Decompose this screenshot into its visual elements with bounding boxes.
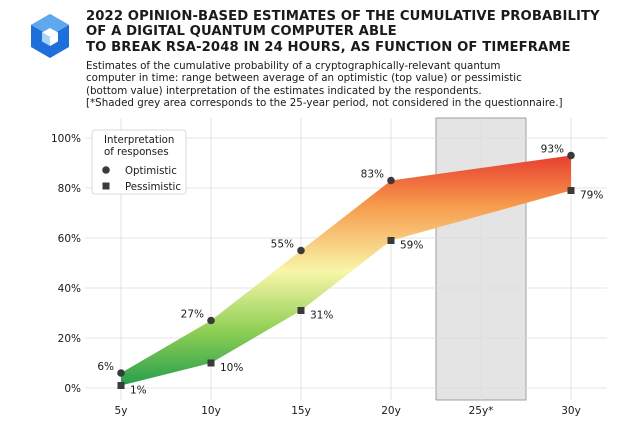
legend-pessimistic-marker: [102, 182, 110, 190]
title-line: 2022 OPINION-BASED ESTIMATES OF THE CUMU…: [86, 9, 600, 24]
optimistic-point: [207, 316, 215, 325]
pessimistic-value-label: 59%: [400, 240, 423, 252]
chart-subtitle: Estimates of the cumulative probability …: [86, 60, 631, 110]
subtitle-line: Estimates of the cumulative probability …: [86, 60, 501, 72]
optimistic-point: [567, 151, 575, 160]
pessimistic-point: [387, 237, 395, 244]
y-tick-label: 20%: [58, 333, 81, 345]
legend-optimistic-marker: [102, 166, 110, 174]
pessimistic-point: [117, 382, 125, 389]
subtitle-line: computer in time: range between average …: [86, 72, 522, 85]
y-tick-label: 60%: [58, 233, 81, 245]
optimistic-value-label: 93%: [541, 144, 564, 156]
x-tick-label: 30y: [561, 405, 581, 417]
chart-title: 2022 OPINION-BASED ESTIMATES OF THE CUMU…: [86, 9, 631, 55]
x-tick-label: 25y*: [469, 405, 494, 417]
y-tick-label: 40%: [58, 283, 81, 295]
subtitle-line: [*Shaded grey area corresponds to the 25…: [86, 97, 563, 110]
x-tick-label: 10y: [201, 405, 221, 417]
pessimistic-point: [207, 359, 215, 367]
y-tick-label: 0%: [64, 383, 81, 395]
title-line: TO BREAK RSA-2048 IN 24 HOURS, AS FUNCTI…: [86, 39, 571, 55]
pessimistic-value-label: 31%: [310, 310, 333, 322]
y-tick-label: 80%: [58, 183, 81, 195]
x-tick-label: 20y: [381, 405, 401, 417]
x-axis: 5y 10y 15y 20y 25y* 30y: [115, 405, 581, 417]
pessimistic-point: [567, 187, 575, 194]
x-tick-label: 15y: [291, 405, 311, 417]
legend-title: of responses: [104, 147, 169, 158]
optimistic-point: [387, 176, 395, 185]
legend-title: Interpretation: [104, 135, 174, 146]
optimistic-point: [297, 246, 305, 255]
pessimistic-value-label: 79%: [580, 190, 603, 202]
optimistic-value-label: 6%: [97, 361, 114, 373]
probability-range-band: [121, 155, 571, 386]
data-markers: [117, 151, 575, 389]
title-line: OF A DIGITAL QUANTUM COMPUTER ABLE: [86, 24, 397, 40]
hexagon-cube-logo-icon: [31, 14, 69, 58]
optimistic-value-label: 27%: [181, 309, 204, 321]
legend: Interpretation of responses Optimistic P…: [91, 129, 187, 195]
legend-pessimistic-label: Pessimistic: [125, 182, 181, 193]
optimistic-value-label: 83%: [361, 169, 384, 181]
subtitle-line: (bottom value) interpretation of the est…: [86, 84, 482, 97]
legend-optimistic-label: Optimistic: [125, 166, 177, 177]
y-tick-label: 100%: [51, 133, 81, 145]
legend-box: [91, 129, 187, 195]
y-axis: 0% 20% 40% 60% 80% 100%: [51, 133, 81, 395]
data-labels: 6% 1% 27% 10% 55% 31% 83% 59% 93% 79%: [97, 144, 603, 397]
pessimistic-point: [297, 307, 305, 314]
x-tick-label: 5y: [115, 405, 128, 417]
pessimistic-value-label: 1%: [130, 385, 147, 397]
grid-lines: [85, 118, 607, 400]
pessimistic-value-label: 10%: [220, 362, 243, 374]
optimistic-point: [117, 369, 125, 377]
optimistic-value-label: 55%: [271, 239, 294, 251]
